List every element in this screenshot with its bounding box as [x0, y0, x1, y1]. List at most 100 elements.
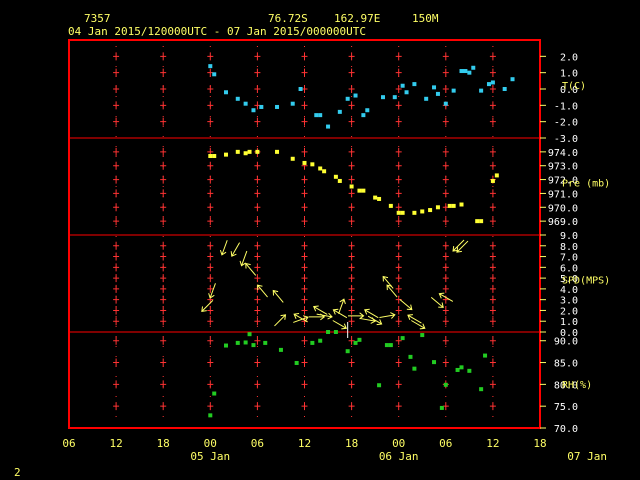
- grid-cross: [395, 263, 402, 272]
- grid-cross: [254, 85, 261, 93]
- data-point: [208, 154, 213, 159]
- grid-cross: [442, 217, 449, 226]
- grid-cross: [113, 117, 120, 126]
- x-tick-label: 12: [298, 437, 311, 450]
- grid-cross: [442, 336, 449, 345]
- data-point: [392, 95, 397, 100]
- grid-cross: [489, 317, 496, 326]
- data-point: [459, 69, 464, 74]
- series-label: RH(%): [562, 380, 592, 391]
- grid-cross: [207, 241, 214, 250]
- grid-cross: [489, 189, 496, 198]
- grid-cross: [489, 52, 496, 61]
- grid-cross: [113, 284, 120, 293]
- grid-cross: [348, 217, 355, 226]
- grid-cross: [113, 68, 120, 77]
- grid-cross: [489, 85, 496, 93]
- grid-cross: [395, 85, 402, 93]
- grid-cross: [301, 252, 308, 261]
- grid-cross: [489, 241, 496, 250]
- data-point: [235, 340, 240, 345]
- data-point: [235, 96, 240, 101]
- grid-cross: [301, 52, 308, 61]
- data-point: [396, 210, 401, 215]
- grid-cross: [160, 147, 167, 156]
- grid-cross: [395, 175, 402, 184]
- data-point: [275, 104, 280, 109]
- grid-cross: [113, 161, 120, 170]
- data-point: [357, 337, 362, 342]
- grid-cross: [207, 284, 214, 293]
- data-point: [459, 202, 464, 207]
- grid-cross: [442, 358, 449, 367]
- data-point: [439, 405, 444, 410]
- grid-cross: [301, 402, 308, 411]
- data-point: [463, 69, 468, 74]
- data-point: [435, 91, 440, 96]
- grid-cross: [160, 217, 167, 226]
- grid-cross: [442, 252, 449, 261]
- x-date-label: 07 Jan: [567, 450, 607, 463]
- grid-cross: [442, 175, 449, 184]
- grid-cross: [160, 295, 167, 304]
- grid-cross: [207, 189, 214, 198]
- grid-cross: [301, 175, 308, 184]
- data-point: [302, 160, 307, 165]
- grid-cross: [207, 101, 214, 110]
- grid-cross: [207, 402, 214, 411]
- data-point: [384, 343, 389, 348]
- grid-cross: [442, 317, 449, 326]
- wind-arrow: [293, 315, 309, 323]
- grid-cross: [348, 52, 355, 61]
- x-tick-label: 12: [486, 437, 499, 450]
- wind-arrow: [313, 305, 328, 315]
- grid-cross: [489, 295, 496, 304]
- data-point: [208, 64, 213, 69]
- data-point: [337, 109, 342, 114]
- wind-arrow: [411, 320, 426, 330]
- y-tick-label: 75.0: [554, 402, 578, 413]
- grid-cross: [113, 274, 120, 283]
- data-point: [400, 210, 405, 215]
- grid-cross: [348, 68, 355, 77]
- data-point: [290, 156, 295, 161]
- data-point: [345, 96, 350, 101]
- grid-cross: [254, 336, 261, 345]
- data-point: [349, 184, 354, 189]
- grid-cross: [113, 52, 120, 61]
- data-point: [345, 349, 350, 354]
- grid-cross: [489, 336, 496, 345]
- grid-cross: [395, 306, 402, 315]
- grid-cross: [207, 358, 214, 367]
- y-tick-label: 85.0: [554, 359, 578, 370]
- grid-cross: [207, 52, 214, 61]
- grid-cross: [113, 380, 120, 389]
- grid-cross: [207, 317, 214, 326]
- data-point: [235, 149, 240, 154]
- data-point: [314, 113, 319, 118]
- grid-cross: [489, 284, 496, 293]
- grid-cross: [395, 189, 402, 198]
- wind-arrow: [201, 300, 214, 312]
- x-tick-label: 00: [204, 437, 217, 450]
- grid-cross: [395, 52, 402, 61]
- grid-cross: [395, 147, 402, 156]
- grid-cross: [254, 217, 261, 226]
- grid-cross: [207, 274, 214, 283]
- grid-cross: [489, 263, 496, 272]
- grid-cross: [395, 380, 402, 389]
- grid-cross: [395, 336, 402, 345]
- wind-arrow: [430, 296, 444, 308]
- series-label: SPD(MPS): [562, 276, 610, 287]
- y-tick-label: 1.0: [560, 317, 578, 328]
- data-point: [326, 330, 331, 334]
- grid-cross: [113, 203, 120, 212]
- grid-cross: [301, 217, 308, 226]
- panel-spdmps: 0.01.02.03.04.05.06.07.08.09.0 SPD(MPS): [201, 231, 610, 339]
- data-point: [412, 210, 417, 215]
- grid-cross: [254, 358, 261, 367]
- grid-cross: [348, 101, 355, 110]
- data-point: [357, 188, 362, 193]
- data-point: [510, 77, 515, 82]
- grid-cross: [160, 52, 167, 61]
